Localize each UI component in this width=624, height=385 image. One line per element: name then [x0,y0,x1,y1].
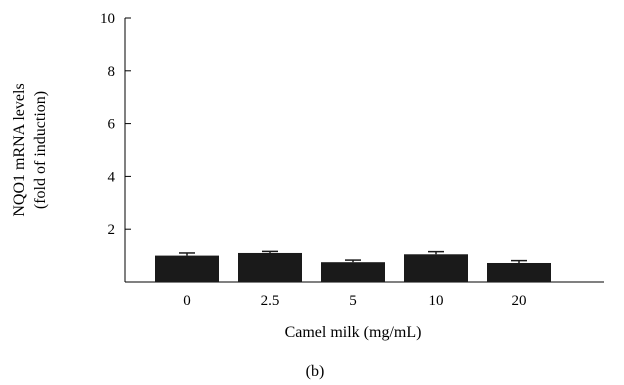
y-tick-label: 10 [100,11,115,27]
bars [155,250,551,282]
y-ticks: 2 4 6 8 10 [100,11,131,238]
y-axis-label-line2: (fold of induction) [32,91,49,209]
bar-2.5 [238,252,302,282]
bar-5 [321,262,385,282]
panel-label: (b) [306,363,325,380]
x-axis-label: Camel milk (mg/mL) [285,324,422,341]
y-tick-label: 4 [108,169,116,185]
y-tick-label: 6 [108,117,116,133]
x-tick-label: 20 [512,293,527,309]
bar-10 [404,254,468,282]
y-tick-label: 2 [108,222,116,238]
x-tick-label: 2.5 [261,293,280,309]
y-tick-label: 8 [108,64,116,80]
y-axis-label-line1: NQO1 mRNA levels [11,83,28,216]
x-tick-label: 0 [183,293,191,309]
x-ticks: 0 2.5 5 10 20 [183,293,526,309]
plot-area: 2 4 6 8 10 0 2.5 5 10 20 [100,11,604,309]
bar-20 [487,262,551,282]
x-tick-label: 10 [429,293,444,309]
x-tick-label: 5 [349,293,357,309]
bar-0 [155,255,219,282]
